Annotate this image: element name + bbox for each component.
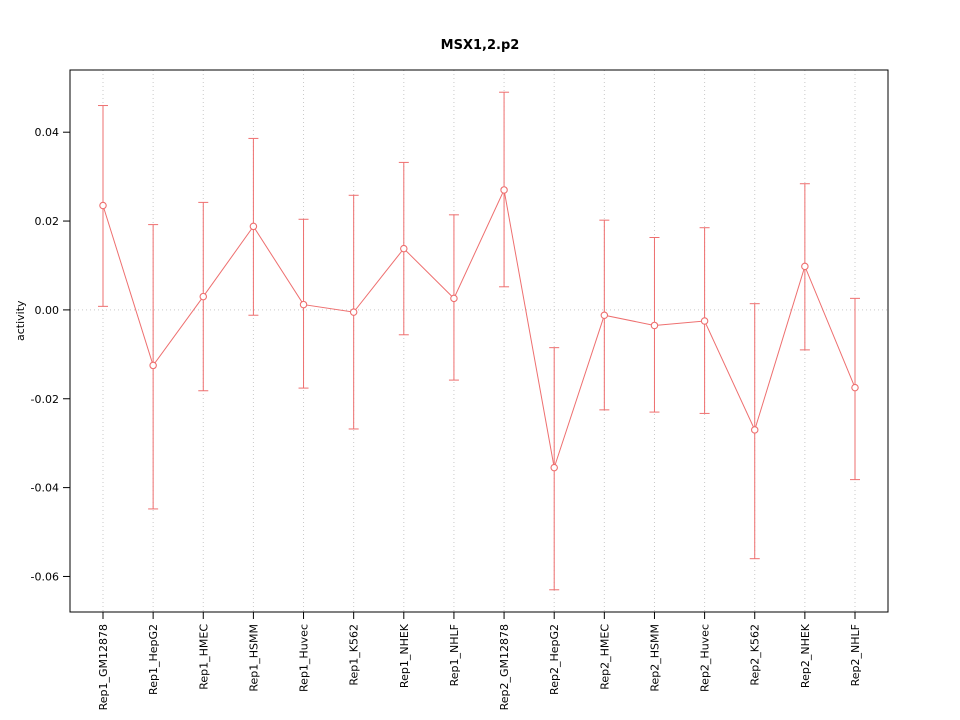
data-point [600,311,609,319]
x-tick-label: Rep2_Huvec [699,624,712,692]
plot-border [69,69,889,613]
x-tick-label: Rep1_HepG2 [147,624,160,695]
x-tick-label: Rep2_NHEK [799,623,812,688]
series-line [102,188,856,468]
data-point [199,292,208,301]
data-point [99,201,107,210]
y-tick-label: -0.06 [31,570,59,583]
y-tick-label: 0.02 [35,215,60,228]
data-point [500,186,508,194]
data-point [851,383,859,392]
data-point [550,463,558,472]
data-point [299,300,308,309]
data-point [400,244,408,253]
y-tick-label: 0.04 [35,126,60,139]
x-tick-label: Rep2_NHLF [849,624,862,686]
data-point [801,262,809,271]
x-tick-label: Rep1_NHLF [448,624,461,686]
x-tick-label: Rep1_GM12878 [97,624,110,710]
x-tick-label: Rep2_GM12878 [498,624,511,710]
x-tick-label: Rep2_HMEC [598,624,611,690]
x-tick-label: Rep1_NHEK [398,623,411,688]
data-point [750,426,759,434]
x-tick-label: Rep1_Huvec [298,624,311,692]
x-tick-label: Rep1_HSMM [247,624,260,692]
x-tick-label: Rep1_K562 [348,624,361,686]
data-point [650,321,659,330]
chart-title: MSX1,2.p2 [440,38,520,53]
data-point [149,361,157,370]
y-tick-label: -0.02 [31,393,59,406]
x-tick-label: Rep2_HSMM [648,624,661,692]
y-tick-label: 0.00 [35,304,60,317]
x-tick-label: Rep2_K562 [749,624,762,686]
x-tick-label: Rep1_HMEC [197,624,210,690]
y-tick-label: -0.04 [31,482,59,495]
data-point [249,222,258,231]
data-point [700,317,709,325]
x-tick-label: Rep2_HepG2 [548,624,561,695]
y-axis-label: activity [14,300,27,341]
data-point [450,294,458,303]
data-point [349,308,358,316]
